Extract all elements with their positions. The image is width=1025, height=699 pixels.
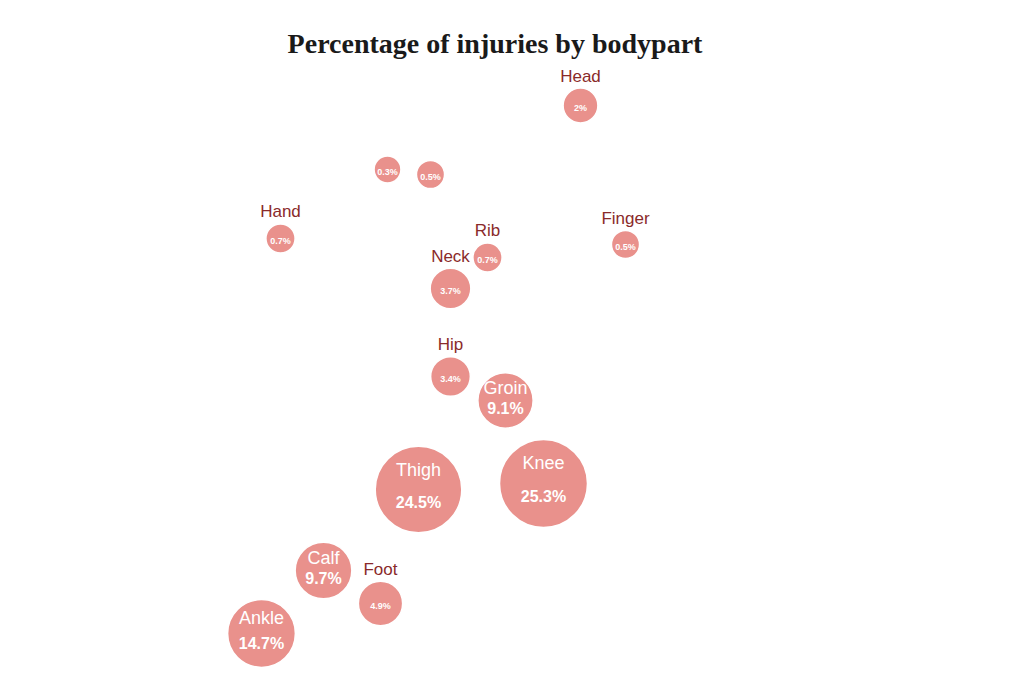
svg-text:4.9%: 4.9% bbox=[370, 601, 391, 611]
svg-text:Calf: Calf bbox=[307, 547, 340, 567]
svg-text:14.7%: 14.7% bbox=[239, 635, 284, 652]
svg-text:Knee: Knee bbox=[522, 453, 564, 473]
svg-text:9.1%: 9.1% bbox=[487, 400, 523, 417]
svg-text:Hip: Hip bbox=[438, 335, 464, 354]
svg-text:2%: 2% bbox=[574, 103, 587, 113]
svg-text:0.7%: 0.7% bbox=[270, 236, 291, 246]
svg-text:Rib: Rib bbox=[475, 221, 501, 240]
svg-text:Finger: Finger bbox=[601, 209, 650, 228]
svg-text:3.4%: 3.4% bbox=[440, 374, 461, 384]
svg-text:Ankle: Ankle bbox=[239, 608, 284, 628]
svg-text:Hand: Hand bbox=[260, 202, 301, 221]
svg-text:Head: Head bbox=[560, 67, 601, 86]
svg-text:Foot: Foot bbox=[363, 560, 397, 579]
svg-text:24.5%: 24.5% bbox=[396, 494, 441, 511]
svg-text:0.7%: 0.7% bbox=[477, 255, 498, 265]
svg-text:0.5%: 0.5% bbox=[420, 172, 441, 182]
svg-text:Thigh: Thigh bbox=[396, 460, 441, 480]
svg-text:0.5%: 0.5% bbox=[615, 242, 636, 252]
svg-text:9.7%: 9.7% bbox=[305, 570, 341, 587]
svg-text:25.3%: 25.3% bbox=[521, 488, 566, 505]
svg-text:3.7%: 3.7% bbox=[440, 286, 461, 296]
svg-text:Groin: Groin bbox=[483, 378, 527, 398]
html-text:Percentage of injuries by body: Percentage of injuries by bodypart bbox=[287, 28, 703, 59]
svg-text:0.3%: 0.3% bbox=[377, 167, 398, 177]
svg-text:Neck: Neck bbox=[431, 247, 470, 266]
